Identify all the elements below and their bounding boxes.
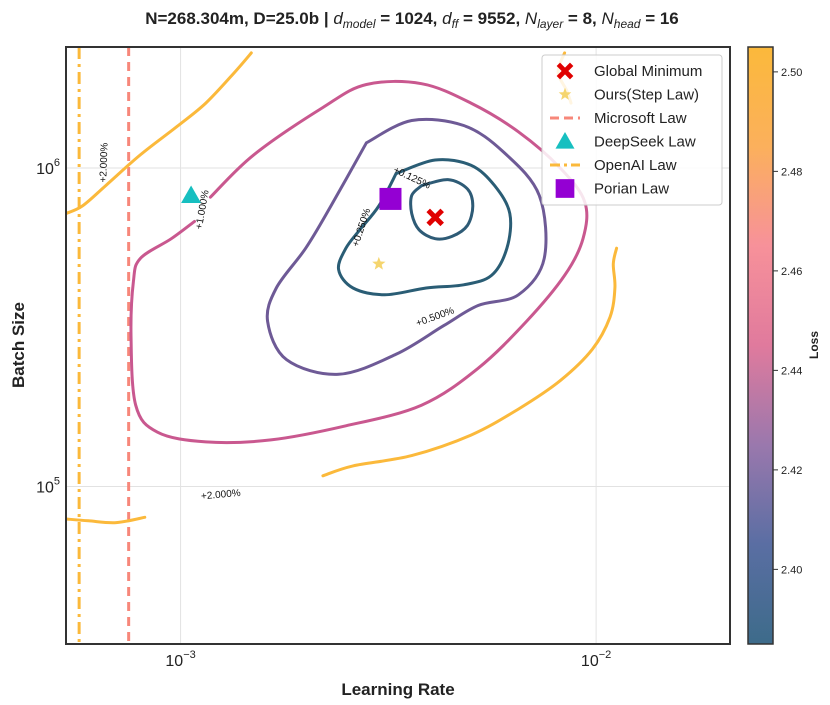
colorbar-tick-label: 2.50 bbox=[781, 67, 802, 79]
colorbar-tick-label: 2.42 bbox=[781, 465, 802, 477]
legend-entry-ours-step-law: Ours(Step Law) bbox=[558, 87, 699, 104]
y-axis-ticks: 105 106 bbox=[36, 157, 60, 496]
legend-swatch-stroke-b bbox=[556, 62, 574, 80]
marker-deepseek-law bbox=[181, 185, 202, 203]
contour-label: +2.000% bbox=[98, 142, 110, 182]
x-tick-label: 10−2 bbox=[581, 649, 611, 670]
legend-entry-porian-law: Porian Law bbox=[555, 179, 669, 198]
legend-label: Ours(Step Law) bbox=[594, 87, 699, 104]
legend-entry-deepseek-law: DeepSeek Law bbox=[555, 132, 696, 151]
contour-line bbox=[66, 51, 253, 215]
marker-porian-law bbox=[379, 187, 402, 210]
legend-label: Global Minimum bbox=[594, 63, 702, 80]
marker-global-minimum-stroke-b bbox=[426, 208, 444, 227]
y-tick-label: 106 bbox=[36, 157, 60, 178]
legend-entry-global-minimum: Global Minimum bbox=[556, 62, 702, 80]
contour-line bbox=[336, 158, 513, 297]
contour-label: +2.000% bbox=[201, 488, 242, 502]
colorbar-ticks: 2.40 2.42 2.44 2.46 2.48 2.50 bbox=[773, 67, 802, 576]
legend-entry-microsoft-law: Microsoft Law bbox=[550, 110, 687, 127]
x-axis-label: Learning Rate bbox=[341, 680, 454, 699]
markers bbox=[181, 185, 444, 270]
x-tick-label: 10−3 bbox=[165, 649, 195, 670]
contour-line bbox=[265, 117, 548, 376]
legend: Global Minimum Ours(Step Law) Microsoft La… bbox=[541, 54, 723, 206]
legend-label: DeepSeek Law bbox=[594, 134, 696, 151]
legend-swatch bbox=[555, 179, 575, 198]
contour-lines bbox=[66, 51, 619, 525]
colorbar-tick-label: 2.44 bbox=[781, 365, 802, 377]
legend-label: OpenAI Law bbox=[594, 157, 677, 174]
contour-line bbox=[321, 246, 619, 478]
colorbar-bar bbox=[747, 46, 774, 645]
x-axis-ticks: 10−3 10−2 bbox=[165, 649, 611, 670]
colorbar: 2.40 2.42 2.44 2.46 2.48 2.50 Loss bbox=[747, 46, 821, 645]
legend-label: Microsoft Law bbox=[594, 110, 687, 127]
marker-ours-step-law bbox=[372, 256, 386, 270]
legend-swatch bbox=[558, 87, 572, 100]
plot-frame bbox=[65, 46, 731, 645]
contour-line bbox=[66, 515, 147, 525]
legend-swatch bbox=[555, 132, 575, 149]
y-tick-label: 105 bbox=[36, 475, 60, 496]
legend-label: Porian Law bbox=[594, 181, 669, 198]
contour-line bbox=[409, 178, 475, 241]
contour-line bbox=[129, 79, 589, 445]
y-axis-label: Batch Size bbox=[9, 302, 28, 388]
colorbar-tick-label: 2.48 bbox=[781, 166, 802, 178]
colorbar-tick-label: 2.46 bbox=[781, 266, 802, 278]
colorbar-tick-label: 2.40 bbox=[781, 564, 802, 576]
chart-title: N=268.304m, D=25.0b | dmodel = 1024, dff… bbox=[145, 9, 679, 31]
reference-lines bbox=[77, 47, 131, 644]
legend-entry-openai-law: OpenAI Law bbox=[550, 157, 677, 174]
colorbar-label: Loss bbox=[807, 331, 821, 359]
legend-box bbox=[541, 54, 723, 206]
